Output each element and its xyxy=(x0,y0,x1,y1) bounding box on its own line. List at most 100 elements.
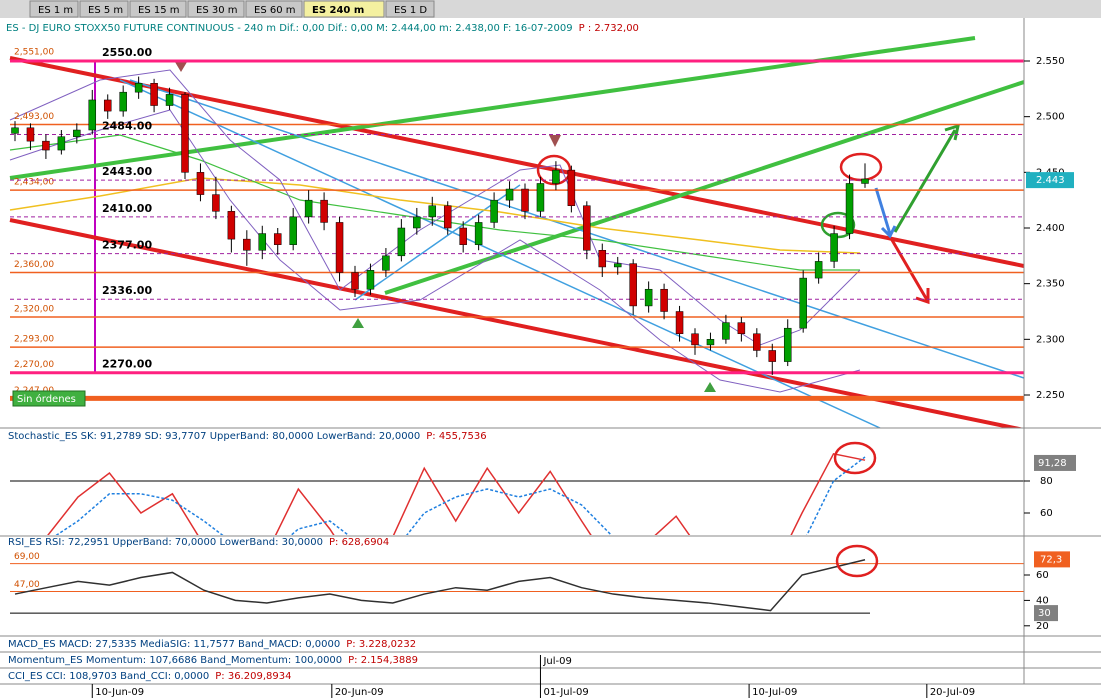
tab-label: ES 1 D xyxy=(394,5,427,16)
y-tick-label: 80 xyxy=(1040,476,1053,487)
candle-body xyxy=(567,169,576,206)
candle-body xyxy=(351,272,359,290)
tab-label: ES 15 m xyxy=(138,5,180,16)
orange-level-label: 2,320,00 xyxy=(14,305,54,315)
y-tick-label: 20 xyxy=(1036,621,1049,632)
panel-header: MACD_ES MACD: 27,5335 MediaSIG: 11,7577 … xyxy=(8,639,416,650)
level-label: 2377.00 xyxy=(102,239,152,252)
stoch-header-text: Stochastic_ES SK: 91,2789 SD: 93,7707 Up… xyxy=(8,431,420,442)
candle-body xyxy=(613,263,622,268)
trend-green-2 xyxy=(384,80,1024,295)
tab[interactable] xyxy=(303,0,385,18)
candle-body xyxy=(443,205,452,229)
level-label: 2270.00 xyxy=(102,358,152,371)
candle-body xyxy=(474,222,483,245)
candle-body xyxy=(134,83,143,93)
candle-body xyxy=(196,172,205,195)
header-text: ES - DJ EURO STOXX50 FUTURE CONTINUOUS -… xyxy=(6,23,573,34)
y-tick-label: 40 xyxy=(1036,595,1049,606)
last-price-tag xyxy=(1026,172,1074,189)
level-label: 2550.00 xyxy=(102,46,152,59)
candle-body xyxy=(88,99,97,131)
tab[interactable] xyxy=(385,0,435,18)
orders-label: Sin órdenes xyxy=(17,393,76,405)
candle-body xyxy=(366,270,375,290)
arrow-up xyxy=(893,123,961,233)
bollinger-upper xyxy=(9,69,861,346)
date-label: 01-Jul-09 xyxy=(543,687,588,698)
candle-body xyxy=(150,83,158,106)
candle-body xyxy=(490,199,498,223)
rsi-level-label: 69,00 xyxy=(14,552,40,562)
tab[interactable] xyxy=(187,0,245,18)
candle-body xyxy=(598,250,607,268)
panel-header-text: CCI_ES CCI: 108,9703 Band_CCI: 0,0000 xyxy=(8,671,209,682)
orange-level-label: 2,434,00 xyxy=(14,178,54,188)
tab[interactable] xyxy=(79,0,129,18)
candle-body xyxy=(73,129,81,137)
candle-body xyxy=(11,127,19,134)
rsi-low-tag xyxy=(1034,605,1058,622)
y-tick-label: 60 xyxy=(1040,508,1053,519)
candle-body xyxy=(629,263,637,307)
candle-body xyxy=(413,216,421,229)
candle-body xyxy=(768,350,777,362)
price-panel: 2,551,00 2,493,00 2,434,00 2,360,00 2,320,00… xyxy=(10,46,1024,401)
candle-body xyxy=(42,140,50,151)
candle-body xyxy=(57,136,66,151)
tab[interactable] xyxy=(129,0,187,18)
last-price-label: 2.443 xyxy=(1036,175,1065,186)
stoch-tag-label: 91,28 xyxy=(1038,458,1067,469)
candle-body xyxy=(273,233,282,245)
candle-body xyxy=(583,205,591,251)
candle-body xyxy=(660,288,668,312)
orange-level-label: 2,493,00 xyxy=(14,112,54,122)
stochastic-panel xyxy=(10,452,1024,535)
panel-header-p: P: 36.209,8934 xyxy=(215,671,291,682)
y-tick-label: 2.350 xyxy=(1036,279,1065,290)
date-label: 20-Jun-09 xyxy=(335,687,384,698)
panel-header-p: P: 3.228,0232 xyxy=(346,639,416,650)
rsi-low-tag-label: 30 xyxy=(1038,608,1051,619)
rsi-header-text: RSI_ES RSI: 72,2951 UpperBand: 70,0000 L… xyxy=(8,537,323,548)
panel-header-p: P: 2.154,3889 xyxy=(348,655,418,666)
trend-red-lower xyxy=(9,218,1024,428)
bollinger-lower xyxy=(9,109,861,393)
tabs: ES 1 m ES 5 m ES 15 m ES 30 m ES 60 m ES 240 … xyxy=(29,0,435,18)
candle-body xyxy=(397,227,406,257)
date-label: 20-Jul-09 xyxy=(930,687,975,698)
y-tick-label: 2.400 xyxy=(1036,223,1065,234)
stoch-tag xyxy=(1034,454,1076,471)
candle-body xyxy=(552,169,560,184)
candle-body xyxy=(505,188,514,201)
overlay: 2.5502.5002.4502.4002.3502.3002.2502.443… xyxy=(8,56,1076,698)
panel-header: Momentum_ES Momentum: 107,6686 Band_Mome… xyxy=(8,655,418,666)
level-label: 2443.00 xyxy=(102,165,152,178)
y-tick-label: 2.300 xyxy=(1036,334,1065,345)
candle-body xyxy=(320,199,328,223)
level-label: 2484.00 xyxy=(102,119,152,132)
orders-box xyxy=(12,390,86,407)
candle-body xyxy=(644,288,653,307)
level-label: 2336.00 xyxy=(102,284,152,297)
panel-header-text: Momentum_ES Momentum: 107,6686 Band_Mome… xyxy=(8,655,342,666)
orange-level-label: 2,293,00 xyxy=(14,335,54,345)
tab[interactable] xyxy=(29,0,79,18)
month-label: Jul-09 xyxy=(542,656,571,667)
tab[interactable] xyxy=(245,0,303,18)
orange-level-label: 2,270,00 xyxy=(14,360,54,370)
candle-body xyxy=(861,178,869,184)
candle-body xyxy=(459,227,467,245)
candle-body xyxy=(119,91,127,112)
tab-label: ES 5 m xyxy=(88,5,123,16)
candle-body xyxy=(181,94,189,173)
orange-level-label: 2,551,00 xyxy=(14,47,54,57)
stoch-k xyxy=(47,452,866,535)
candle-body xyxy=(753,333,761,351)
candle-body xyxy=(536,183,545,212)
level-label: 2410.00 xyxy=(102,202,152,215)
chart-area xyxy=(0,18,1101,698)
candle-body xyxy=(799,277,807,329)
